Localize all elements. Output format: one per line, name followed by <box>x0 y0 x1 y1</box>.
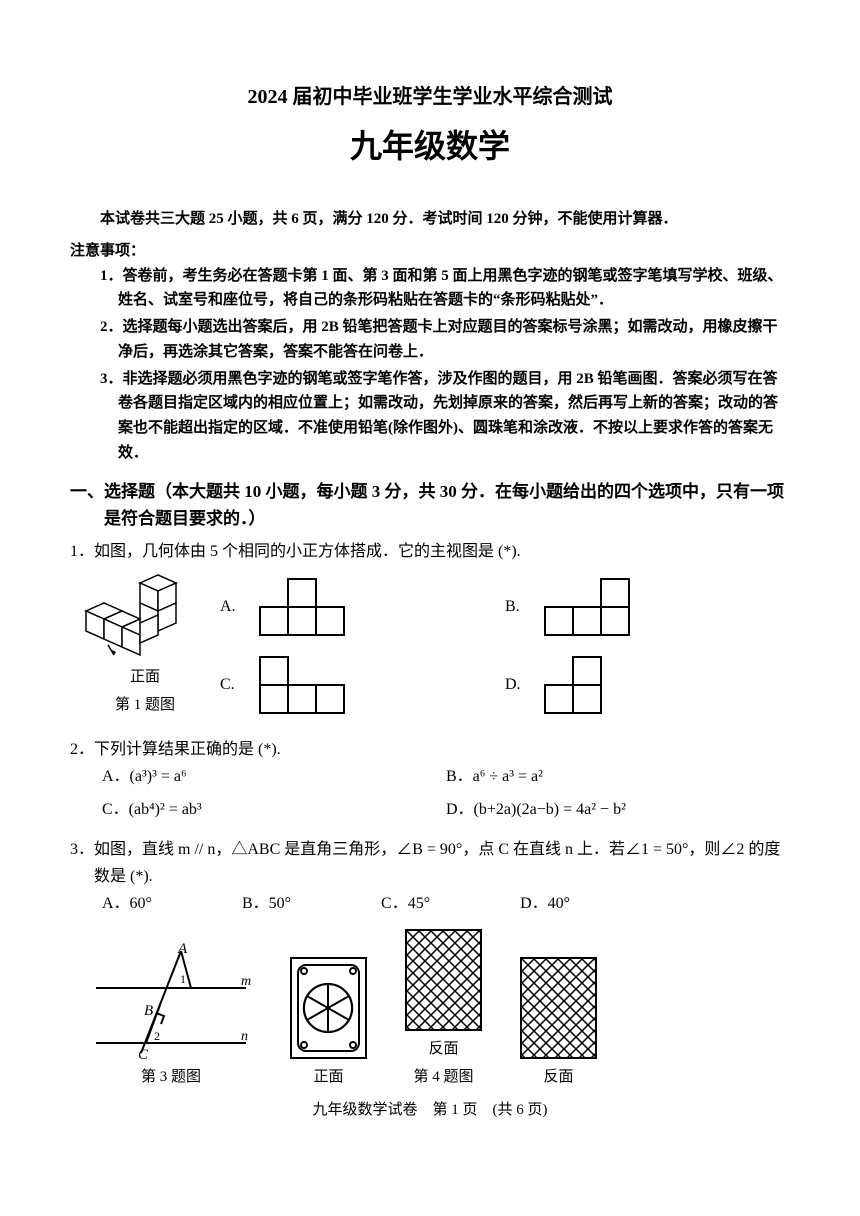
exam-header-title: 九年级数学 <box>70 121 790 167</box>
q3-figure: A B C m n 1 2 第 3 题图 <box>86 943 256 1091</box>
q3-option-a: A．60° <box>102 890 152 917</box>
q4-figure-front: 正面 <box>286 953 371 1091</box>
q2-option-b: B．a⁶ ÷ a³ = a² <box>446 763 790 790</box>
q2-text: 2．下列计算结果正确的是 (*). <box>70 736 790 763</box>
page-footer: 九年级数学试卷 第 1 页 (共 6 页) <box>70 1098 790 1119</box>
notice-item-2: 2．选择题每小题选出答案后，用 2B 铅笔把答题卡上对应题目的答案标号涂黑；如需… <box>70 315 790 365</box>
q1-opt-a-icon <box>256 577 346 637</box>
q3-option-b: B．50° <box>242 890 291 917</box>
svg-text:A: A <box>177 943 188 957</box>
q1-option-b: B. <box>505 577 790 637</box>
q1-opt-d-icon <box>541 655 611 715</box>
question-2: 2．下列计算结果正确的是 (*). A．(a³)³ = a⁶ B．a⁶ ÷ a³… <box>70 736 790 824</box>
section-1-title: 一、选择题（本大题共 10 小题，每小题 3 分，共 30 分．在每小题给出的四… <box>70 478 790 532</box>
svg-text:n: n <box>241 1029 248 1044</box>
q3-option-c: C．45° <box>381 890 430 917</box>
q1-opt-c-icon <box>256 655 346 715</box>
q1-fig-label: 第 1 题图 <box>70 693 220 719</box>
q4-fig-label: 第 4 题图 <box>401 1065 486 1091</box>
svg-text:C: C <box>138 1047 149 1063</box>
q4-figure-back-2: 反面 <box>516 953 601 1091</box>
q3-text: 3．如图，直线 m // n，△ABC 是直角三角形，∠B = 90°，点 C … <box>70 836 790 890</box>
notice-item-3: 3．非选择题必须用黑色字迹的钢笔或签字笔作答，涉及作图的题目，用 2B 铅笔画图… <box>70 367 790 466</box>
q2-option-d: D．(b+2a)(2a−b) = 4a² − b² <box>446 796 790 823</box>
notice-title: 注意事项： <box>70 239 790 260</box>
q1-option-c: C. <box>220 655 505 715</box>
q1-opt-b-icon <box>541 577 631 637</box>
svg-text:1: 1 <box>180 972 186 986</box>
q1-front-label: 正面 <box>70 665 220 691</box>
exam-header-subtitle: 2024 届初中毕业班学生学业水平综合测试 <box>70 80 790 109</box>
q2-option-a: A．(a³)³ = a⁶ <box>102 763 446 790</box>
q3-option-d: D．40° <box>520 890 570 917</box>
q1-option-d: D. <box>505 655 790 715</box>
notice-item-1: 1．答卷前，考生务必在答题卡第 1 面、第 3 面和第 5 面上用黑色字迹的钢笔… <box>70 264 790 314</box>
q1-text: 1．如图，几何体由 5 个相同的小正方体搭成．它的主视图是 (*). <box>70 538 790 565</box>
svg-text:m: m <box>241 974 251 989</box>
q1-figure: 正面 第 1 题图 <box>70 573 220 718</box>
q4-figure-back-1: 反面 第 4 题图 <box>401 925 486 1090</box>
question-3: 3．如图，直线 m // n，△ABC 是直角三角形，∠B = 90°，点 C … <box>70 836 790 1091</box>
q4-back-label-2: 反面 <box>516 1065 601 1091</box>
svg-text:B: B <box>144 1003 153 1019</box>
q4-front-label: 正面 <box>286 1065 371 1091</box>
question-1: 1．如图，几何体由 5 个相同的小正方体搭成．它的主视图是 (*). <box>70 538 790 718</box>
q2-option-c: C．(ab⁴)² = ab³ <box>102 796 446 823</box>
intro-text: 本试卷共三大题 25 小题，共 6 页，满分 120 分．考试时间 120 分钟… <box>70 207 790 233</box>
q1-option-a: A. <box>220 577 505 637</box>
q4-back-label-1: 反面 <box>401 1037 486 1063</box>
q3-fig-label: 第 3 题图 <box>86 1065 256 1091</box>
svg-text:2: 2 <box>154 1029 160 1043</box>
